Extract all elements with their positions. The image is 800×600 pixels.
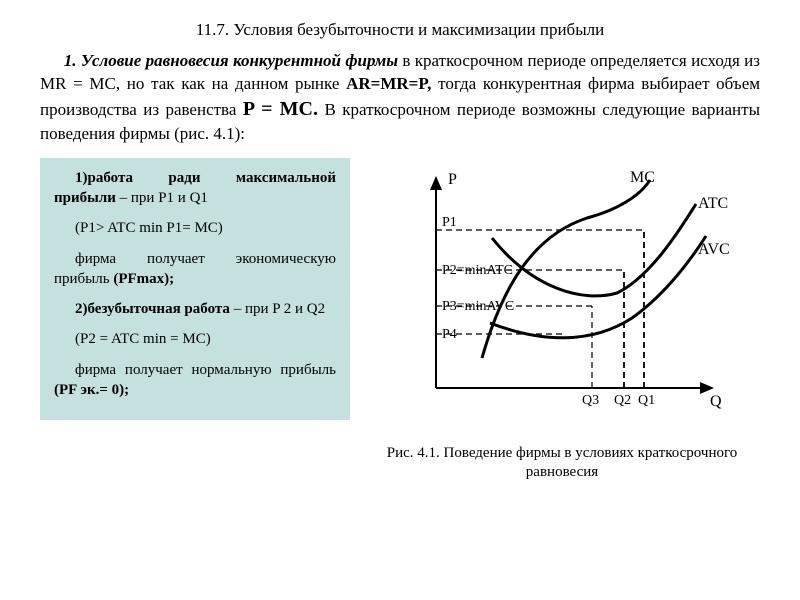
svg-text:P4: P4	[442, 327, 457, 342]
lead-number: 1.	[64, 51, 77, 70]
lead-phrase: Условие равновесия конкурентной фирмы	[81, 51, 398, 70]
cost-curves-chart: P Q MC ATC AVC P1 P2=minATC P3=minAVC P4 Q3 Q2 Q1	[392, 158, 732, 438]
scenarios-box: 1)работа ради максимальной прибыли – при…	[40, 158, 350, 420]
svg-text:ATC: ATC	[698, 195, 728, 212]
sc1-pfmax: (PFmax);	[113, 271, 174, 287]
svg-text:MC: MC	[630, 169, 655, 186]
svg-text:P2=minATC: P2=minATC	[442, 263, 513, 278]
sc2-bold: 2)безубыточная работа	[75, 301, 230, 317]
sc2-pf0: (PF эк.= 0);	[54, 382, 129, 398]
sc1-tail: – при P1 и Q1	[116, 190, 208, 206]
svg-text:Q1: Q1	[638, 393, 655, 408]
chart-caption: Рис. 4.1. Поведение фирмы в условиях кра…	[364, 444, 760, 483]
chart-column: P Q MC ATC AVC P1 P2=minATC P3=minAVC P4 Q3 Q2 Q1 Р…	[364, 158, 760, 483]
svg-text:AVC: AVC	[698, 241, 730, 258]
sc1-cond: (P1> ATC min P1= MC)	[54, 218, 336, 238]
sc1-res: фирма получает экономическую прибыль	[54, 251, 336, 287]
sc2-cond: (P2 = ATC min = MC)	[54, 329, 336, 349]
svg-text:Q2: Q2	[614, 393, 631, 408]
section-title: 11.7. Условия безубыточности и максимиза…	[40, 20, 760, 40]
svg-text:Q3: Q3	[582, 393, 599, 408]
armr: AR=MR=P,	[346, 74, 431, 93]
svg-text:P1: P1	[442, 215, 457, 230]
svg-text:P: P	[448, 171, 457, 188]
pmc: P = MC.	[243, 98, 318, 120]
main-paragraph: 1. Условие равновесия конкурентной фирмы…	[40, 50, 760, 146]
sc2-res: фирма получает нормальную прибыль	[75, 362, 336, 378]
svg-text:Q: Q	[710, 393, 722, 410]
svg-text:P3=minAVC: P3=minAVC	[442, 299, 514, 314]
sc2-tail: – при P 2 и Q2	[230, 301, 325, 317]
